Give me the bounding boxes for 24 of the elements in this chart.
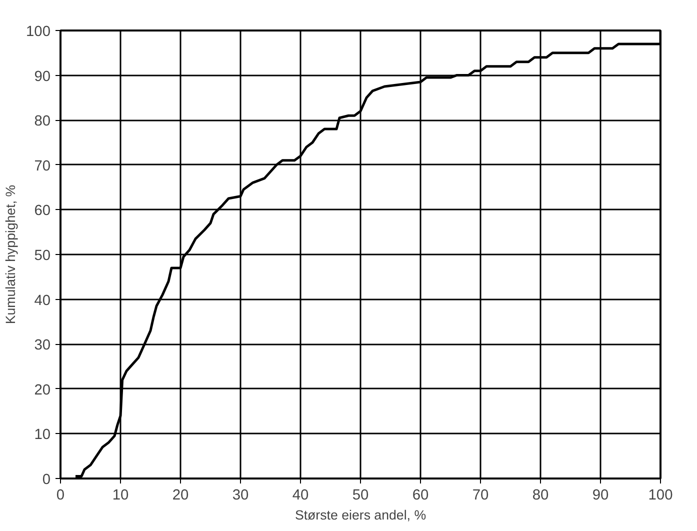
y-tick-label: 70	[34, 158, 51, 174]
y-tick-label: 10	[34, 427, 51, 444]
y-axis-title: Kumulativ hyppighet, %	[3, 184, 18, 324]
x-tick-label: 50	[352, 488, 369, 504]
x-tick-label: 20	[172, 488, 189, 504]
x-tick-label: 70	[472, 488, 489, 504]
y-tick-label: 60	[34, 203, 51, 220]
y-tick-label: 80	[34, 114, 51, 130]
x-tick-label: 40	[292, 488, 309, 504]
y-tick-label: 30	[34, 338, 51, 354]
x-tick-label: 10	[112, 488, 129, 504]
y-tick-label: 0	[42, 472, 51, 488]
y-tick-label: 20	[34, 382, 51, 398]
x-tick-label: 30	[232, 488, 249, 504]
y-tick-label: 90	[34, 68, 51, 85]
y-tick-label: 40	[34, 292, 51, 309]
y-tick-label: 100	[26, 24, 51, 40]
x-tick-label: 80	[532, 488, 549, 504]
x-tick-label: 90	[592, 488, 609, 504]
y-tick-label: 50	[34, 248, 51, 264]
x-tick-label: 0	[56, 488, 65, 504]
x-tick-label: 100	[648, 488, 673, 504]
x-tick-label: 60	[412, 488, 429, 504]
x-axis-title: Største eiers andel, %	[294, 508, 426, 522]
